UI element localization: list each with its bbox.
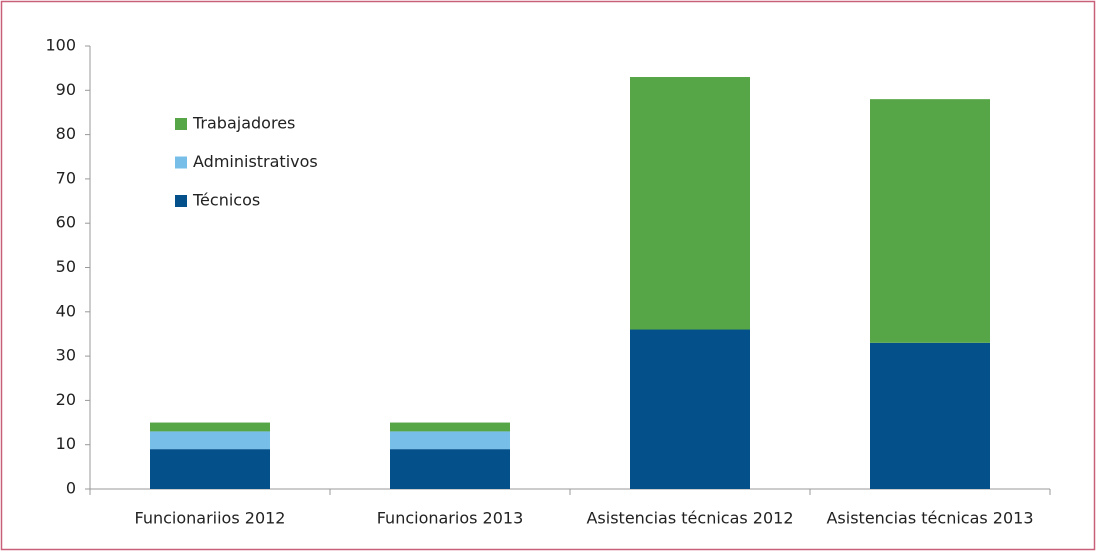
- y-tick-label: 50: [56, 257, 76, 276]
- legend-swatch: [175, 118, 187, 130]
- y-tick-label: 30: [56, 346, 76, 365]
- bar-segment: [390, 431, 510, 450]
- y-tick-label: 70: [56, 168, 76, 187]
- bar-segment: [870, 99, 990, 343]
- bar-segment: [630, 77, 750, 330]
- legend-label: Administrativos: [193, 152, 318, 171]
- x-tick-label: Asistencias técnicas 2013: [826, 509, 1033, 528]
- bar-segment: [150, 449, 270, 489]
- y-tick-label: 40: [56, 301, 76, 320]
- y-tick-label: 90: [56, 80, 76, 99]
- x-tick-label: Funcionariios 2012: [135, 509, 286, 528]
- legend-swatch: [175, 156, 187, 169]
- bar-segment: [390, 449, 510, 489]
- y-tick-label: 100: [45, 36, 76, 55]
- x-tick-label: Asistencias técnicas 2012: [586, 509, 793, 528]
- y-tick-label: 0: [66, 479, 76, 498]
- y-tick-label: 20: [56, 390, 76, 409]
- bar-segment: [870, 342, 990, 489]
- y-tick-label: 10: [56, 434, 76, 453]
- y-tick-label: 80: [56, 124, 76, 143]
- legend-swatch: [175, 195, 187, 207]
- bar-segment: [390, 422, 510, 432]
- x-tick-label: Funcionarios 2013: [377, 509, 524, 528]
- legend-label: Trabajadores: [192, 114, 295, 133]
- bar-segment: [630, 329, 750, 489]
- bar-segment: [150, 422, 270, 432]
- bar-segment: [150, 431, 270, 450]
- legend-label: Técnicos: [192, 191, 260, 210]
- y-tick-label: 60: [56, 213, 76, 232]
